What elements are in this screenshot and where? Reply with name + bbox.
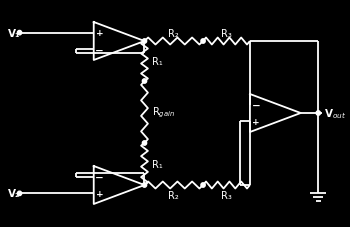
Circle shape — [201, 40, 205, 44]
Circle shape — [142, 141, 147, 146]
Text: +: + — [252, 117, 260, 126]
Text: R₂: R₂ — [168, 190, 179, 200]
Circle shape — [18, 191, 22, 196]
Circle shape — [142, 79, 147, 84]
Circle shape — [142, 183, 147, 187]
Text: R₃: R₃ — [221, 29, 232, 39]
Text: R₃: R₃ — [221, 190, 232, 200]
Text: V$_{out}$: V$_{out}$ — [324, 107, 346, 120]
Text: R$_{gain}$: R$_{gain}$ — [152, 105, 175, 120]
Text: R₂: R₂ — [168, 29, 179, 39]
Text: R₁: R₁ — [152, 57, 163, 67]
Circle shape — [316, 111, 320, 116]
Text: +: + — [96, 189, 103, 198]
Text: R₁: R₁ — [152, 159, 163, 169]
Text: V₂: V₂ — [8, 189, 20, 198]
Text: −: − — [95, 172, 104, 182]
Text: −: − — [95, 45, 104, 55]
Text: −: − — [251, 100, 260, 110]
Text: V₁: V₁ — [8, 29, 20, 38]
Text: +: + — [96, 29, 103, 38]
Circle shape — [201, 183, 205, 187]
Circle shape — [142, 40, 147, 44]
Circle shape — [18, 31, 22, 36]
